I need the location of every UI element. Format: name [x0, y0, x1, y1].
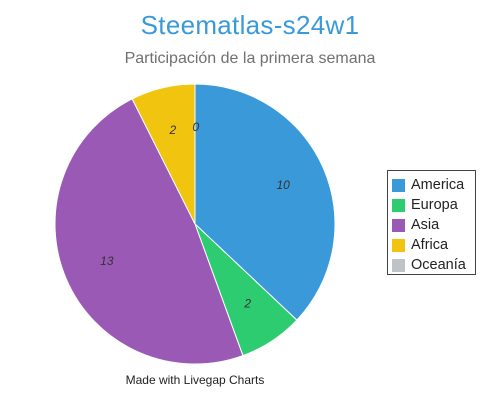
legend-swatch-asia [392, 218, 405, 232]
legend-swatch-africa [392, 238, 405, 252]
data-label-africa: 2 [169, 123, 177, 137]
legend-label-europa: Europa [411, 197, 458, 213]
data-label-oceania: 0 [192, 120, 199, 134]
credit-text[interactable]: Made with Livegap Charts [125, 373, 265, 387]
legend-swatch-america [392, 178, 405, 192]
data-label-asia: 13 [100, 254, 114, 268]
legend-swatch-oceania [392, 258, 405, 272]
legend-label-oceania: Oceanía [411, 257, 466, 273]
legend-swatch-europa [392, 198, 405, 212]
legend-label-america: America [411, 177, 465, 193]
legend-item-europa[interactable]: Europa [392, 195, 475, 215]
chart-subtitle: Participación de la primera semana [124, 50, 376, 67]
pie-slice-asia[interactable] [54, 98, 244, 365]
data-label-europa: 2 [243, 296, 251, 310]
legend-label-asia: Asia [411, 217, 440, 233]
legend-item-asia[interactable]: Asia [392, 215, 475, 235]
data-label-america: 10 [276, 178, 290, 192]
legend-item-africa[interactable]: Africa [392, 235, 475, 255]
legend-item-oceania[interactable]: Oceanía [392, 255, 475, 275]
chart-title: Steematlas-s24w1 [140, 10, 360, 40]
pie-slice-africa[interactable] [131, 83, 196, 225]
pie-slice-america[interactable] [194, 83, 336, 321]
legend-label-africa: Africa [411, 237, 449, 253]
legend-item-america[interactable]: America [392, 175, 475, 195]
chart-legend: America Europa Asia Africa Oceanía [387, 170, 476, 275]
